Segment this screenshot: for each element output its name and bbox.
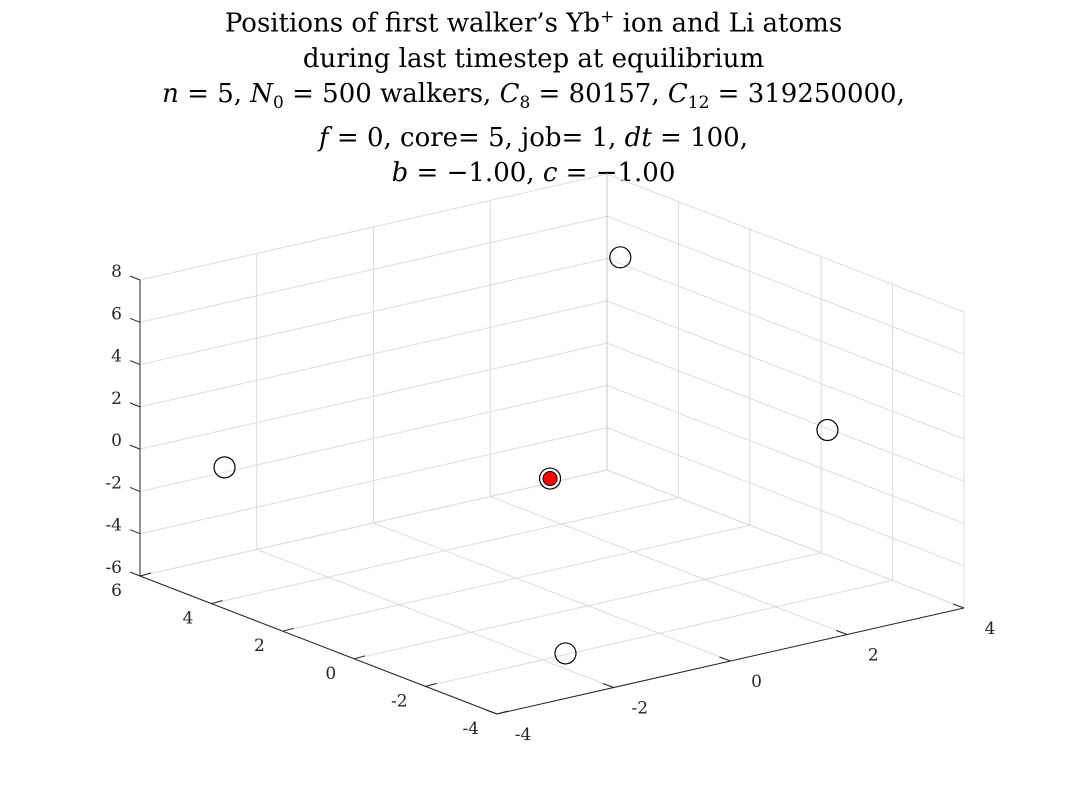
grid-line-wall-x-z [606,427,965,567]
x-tick-mark [602,683,614,688]
point-layer [213,246,839,665]
y-tick-label: 2 [254,636,265,656]
title-line-1: Positions of first walker’s Yb+ ion and … [224,7,843,39]
x-tick-mark [952,603,965,609]
grid-line-wall-x-z [606,469,965,609]
grid-line-wall-y-z [139,342,608,450]
li-atom-point [213,456,236,479]
grid-line-wall-x-z [606,300,965,440]
grid-line-floor-y [354,552,822,660]
yb-ion-point [542,471,558,487]
y-axis-line [139,575,498,715]
title-line-5: b = −1.00, c = −1.00 [391,157,676,188]
grid-line-floor-x [373,522,731,662]
z-tick-mark [129,317,141,323]
x-tick-label: -2 [631,699,648,719]
grid-line-floor-y [425,579,893,687]
z-tick-label: -2 [105,473,122,493]
z-tick-mark [129,571,141,577]
z-tick-mark [129,486,141,492]
x-tick-label: 2 [868,646,879,666]
z-tick-label: 2 [111,389,122,409]
y-tick-mark [425,682,437,687]
z-tick-label: 6 [111,304,122,324]
z-tick-mark [129,360,141,366]
x-tick-mark [719,656,731,662]
grid-line-wall-y-z [139,427,608,535]
grid-line-wall-y-z [139,215,608,323]
title-line-3: n = 5, N0 = 500 walkers, C8 = 80157, C12… [162,78,905,113]
x-tick-label: 0 [751,672,762,692]
z-tick-mark [129,529,141,535]
y-tick-label: 4 [183,609,194,629]
x-tick-mark [836,630,848,635]
z-tick-label: 4 [111,347,122,367]
grid-line-wall-x-z [606,215,965,355]
title-line-2: during last timestep at equilibrium [302,43,765,74]
z-tick-label: 8 [111,262,122,282]
y-tick-label: -4 [462,719,479,739]
y-tick-mark [496,710,509,715]
y-tick-mark [354,655,366,660]
y-tick-mark [282,627,294,632]
z-tick-mark [129,402,141,408]
z-tick-mark [129,275,141,281]
z-tick-label: -4 [105,516,122,536]
y-tick-label: -2 [391,691,408,711]
grid-line-wall-y-z [139,469,608,577]
grid-line-wall-y-z [139,173,608,281]
grid-line-floor-y [211,497,679,605]
grid-line-wall-x-z [606,342,965,482]
grid-line-wall-y-z [139,300,608,408]
z-tick-label: -6 [105,558,122,578]
grid-line-wall-x-z [606,384,965,524]
li-atom-point [816,418,839,442]
grid-line-floor-y [282,524,750,632]
x-tick-mark [485,709,498,715]
y-tick-label: 6 [111,581,122,601]
grid-line-wall-y-z [139,258,608,366]
yb-ion-point-outline [538,467,562,490]
tick-label-layer: -4 -2 0 2 4 -4 -2 0 2 4 6 -6 -4 -2 0 2 4 6 8 [105,262,995,745]
y-tick-label: 0 [325,664,336,684]
x-tick-label: -4 [515,725,532,745]
grid-line-floor-x [490,496,848,635]
grid-line-wall-x-z [606,258,965,398]
li-atom-point [554,642,577,665]
li-atom-point [609,246,632,269]
grid-line-wall-x-z [606,173,965,313]
y-tick-mark [139,572,152,577]
z-tick-label: 0 [111,431,122,451]
z-tick-mark [129,444,141,450]
grid-line-wall-y-z [139,384,608,492]
title-line-4: f = 0, core= 5, job= 1, dt = 100, [319,122,748,153]
x-tick-label: 4 [985,619,996,639]
chart-title: Positions of first walker’s Yb+ ion and … [0,0,1067,191]
grid-layer [139,173,965,715]
y-tick-mark [211,600,223,605]
grid-line-floor-x [256,549,614,688]
